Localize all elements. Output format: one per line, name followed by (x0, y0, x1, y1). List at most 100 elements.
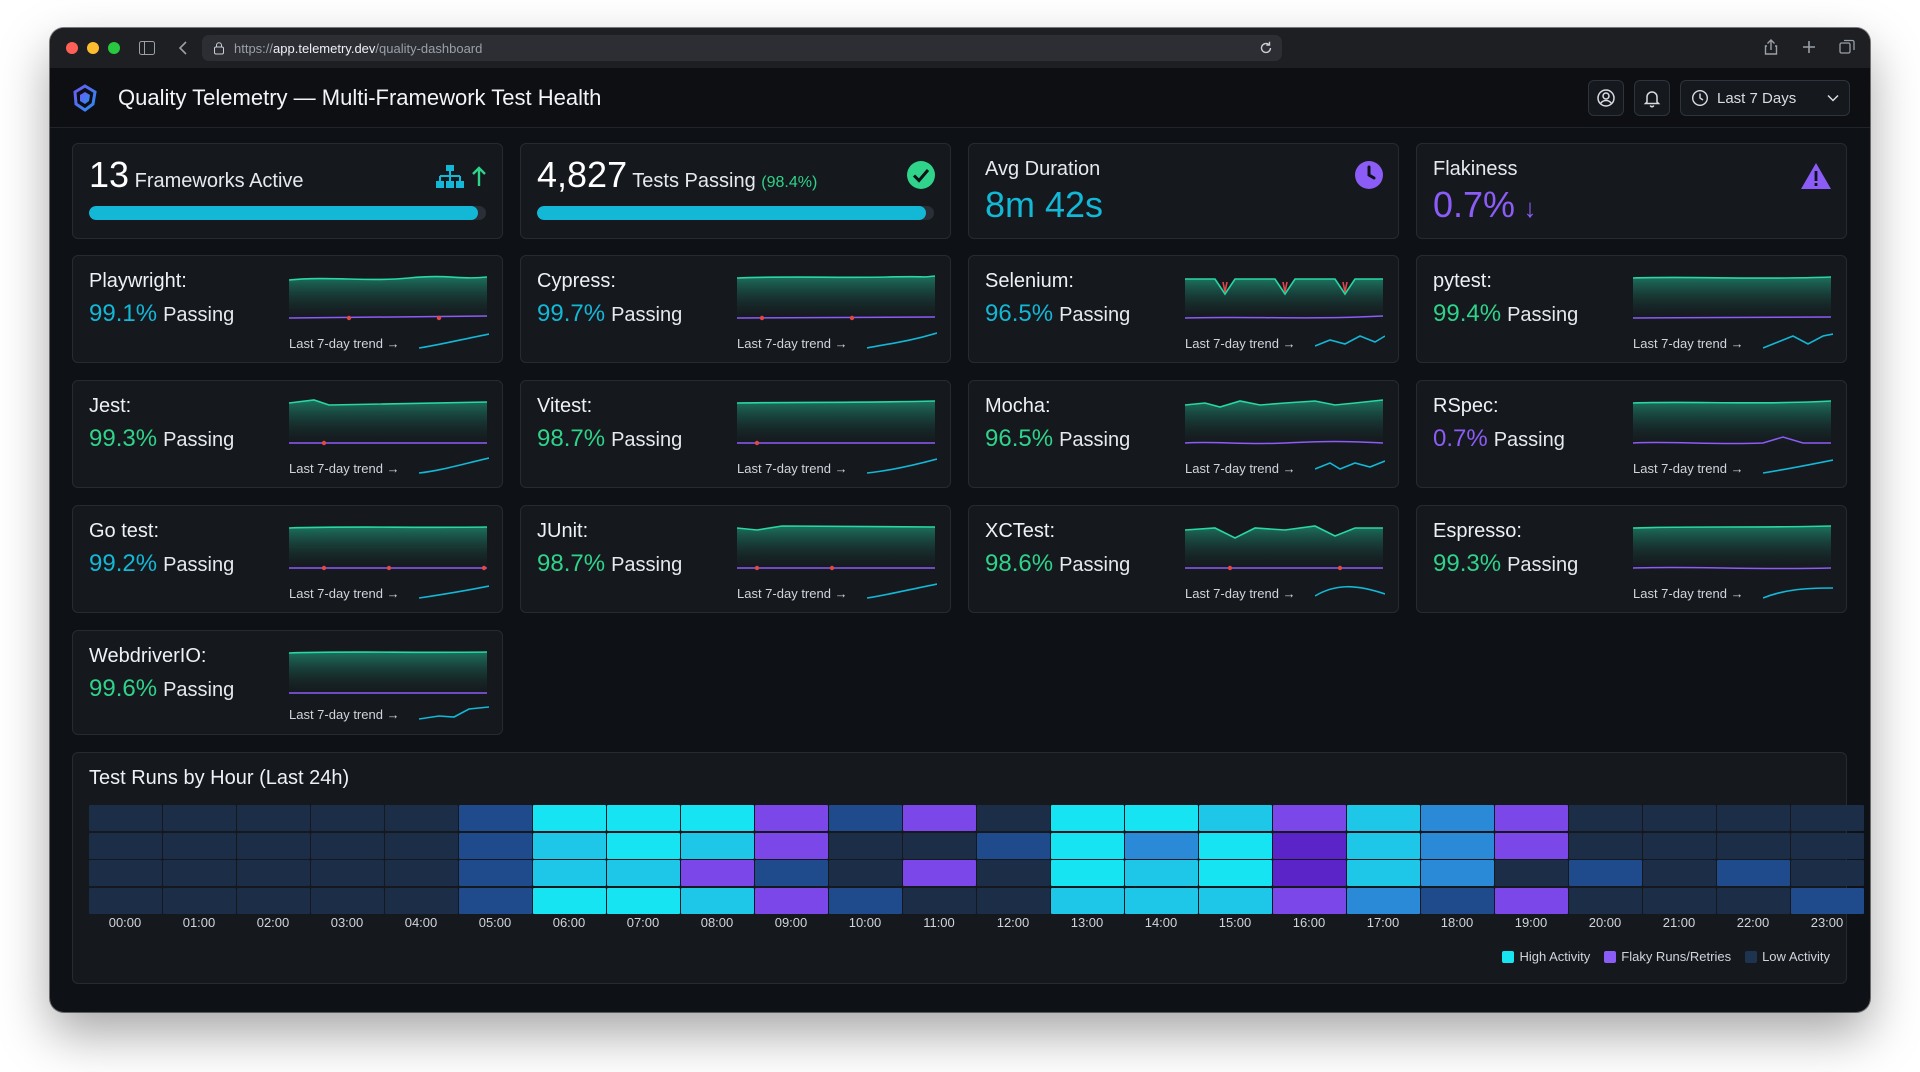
trend-link[interactable]: Last 7-day trend → (1633, 336, 1744, 351)
trend-link[interactable]: Last 7-day trend → (289, 336, 400, 351)
heatmap-cell[interactable] (1199, 805, 1272, 831)
new-tab-icon[interactable] (1800, 38, 1818, 56)
share-icon[interactable] (1762, 38, 1780, 56)
heatmap-cell[interactable] (163, 860, 236, 886)
trend-link[interactable]: Last 7-day trend → (1185, 336, 1296, 351)
heatmap-cell[interactable] (237, 860, 310, 886)
close-window-button[interactable] (66, 42, 78, 54)
heatmap-cell[interactable] (1569, 887, 1642, 914)
heatmap-cell[interactable] (1421, 832, 1494, 859)
heatmap-cell[interactable] (1643, 805, 1716, 831)
heatmap-cell[interactable] (311, 832, 384, 859)
heatmap-cell[interactable] (1347, 860, 1420, 886)
framework-card[interactable]: Espresso: 99.3% Passing Last 7-day trend → (1416, 505, 1847, 613)
address-bar[interactable]: https://app.telemetry.dev/quality-dashbo… (202, 35, 1282, 61)
back-icon[interactable] (174, 39, 192, 57)
heatmap-cell[interactable] (533, 887, 606, 914)
trend-link[interactable]: Last 7-day trend → (289, 586, 400, 601)
heatmap-cell[interactable] (1791, 887, 1864, 914)
heatmap-cell[interactable] (1717, 832, 1790, 859)
heatmap-cell[interactable] (681, 805, 754, 831)
heatmap-cell[interactable] (89, 832, 162, 859)
heatmap-cell[interactable] (1717, 887, 1790, 914)
heatmap-cell[interactable] (1347, 887, 1420, 914)
heatmap-cell[interactable] (1125, 805, 1198, 831)
heatmap-cell[interactable] (1643, 832, 1716, 859)
heatmap-cell[interactable] (1495, 887, 1568, 914)
heatmap-cell[interactable] (1125, 887, 1198, 914)
heatmap-cell[interactable] (163, 887, 236, 914)
notifications-button[interactable] (1634, 80, 1670, 116)
heatmap-cell[interactable] (1051, 887, 1124, 914)
heatmap-cell[interactable] (977, 887, 1050, 914)
heatmap-cell[interactable] (237, 805, 310, 831)
heatmap-cell[interactable] (903, 805, 976, 831)
trend-link[interactable]: Last 7-day trend → (737, 461, 848, 476)
heatmap-cell[interactable] (1273, 860, 1346, 886)
heatmap-cell[interactable] (1125, 860, 1198, 886)
heatmap-cell[interactable] (755, 887, 828, 914)
heatmap-cell[interactable] (681, 887, 754, 914)
framework-card[interactable]: JUnit: 98.7% Passing Last 7-day trend → (520, 505, 951, 613)
heatmap-cell[interactable] (1421, 887, 1494, 914)
heatmap-cell[interactable] (237, 832, 310, 859)
sidebar-toggle-icon[interactable] (138, 39, 156, 57)
heatmap-cell[interactable] (1199, 887, 1272, 914)
heatmap-cell[interactable] (1273, 832, 1346, 859)
heatmap-cell[interactable] (459, 805, 532, 831)
heatmap-cell[interactable] (1199, 860, 1272, 886)
trend-link[interactable]: Last 7-day trend → (289, 461, 400, 476)
heatmap-cell[interactable] (1495, 860, 1568, 886)
heatmap-cell[interactable] (311, 805, 384, 831)
heatmap-cell[interactable] (89, 805, 162, 831)
framework-card[interactable]: Mocha: 96.5% Passing Last 7-day trend → (968, 380, 1399, 488)
heatmap-cell[interactable] (311, 860, 384, 886)
heatmap-cell[interactable] (385, 832, 458, 859)
heatmap-cell[interactable] (829, 887, 902, 914)
heatmap-cell[interactable] (1051, 805, 1124, 831)
heatmap-cell[interactable] (311, 887, 384, 914)
heatmap-cell[interactable] (533, 805, 606, 831)
heatmap-cell[interactable] (607, 860, 680, 886)
trend-link[interactable]: Last 7-day trend → (737, 586, 848, 601)
heatmap-cell[interactable] (903, 887, 976, 914)
heatmap-cell[interactable] (1051, 832, 1124, 859)
heatmap-cell[interactable] (533, 860, 606, 886)
framework-card[interactable]: Cypress: 99.7% Passing Last 7-day trend → (520, 255, 951, 363)
trend-link[interactable]: Last 7-day trend → (1633, 586, 1744, 601)
heatmap-cell[interactable] (977, 860, 1050, 886)
heatmap-cell[interactable] (459, 832, 532, 859)
heatmap-cell[interactable] (1569, 832, 1642, 859)
heatmap-cell[interactable] (829, 832, 902, 859)
trend-link[interactable]: Last 7-day trend → (289, 707, 400, 722)
heatmap-cell[interactable] (755, 832, 828, 859)
heatmap-cell[interactable] (459, 887, 532, 914)
framework-card[interactable]: Playwright: 99.1% Passing Last 7-day trend … (72, 255, 503, 363)
heatmap-cell[interactable] (163, 805, 236, 831)
framework-card[interactable]: XCTest: 98.6% Passing Last 7-day trend → (968, 505, 1399, 613)
heatmap-cell[interactable] (1643, 860, 1716, 886)
heatmap-cell[interactable] (1643, 887, 1716, 914)
trend-link[interactable]: Last 7-day trend → (1185, 461, 1296, 476)
heatmap-cell[interactable] (1791, 805, 1864, 831)
heatmap-cell[interactable] (829, 860, 902, 886)
framework-card[interactable]: RSpec: 0.7% Passing Last 7-day trend → (1416, 380, 1847, 488)
heatmap-cell[interactable] (385, 887, 458, 914)
heatmap-cell[interactable] (977, 805, 1050, 831)
heatmap-cell[interactable] (385, 805, 458, 831)
heatmap-cell[interactable] (1569, 860, 1642, 886)
heatmap-cell[interactable] (755, 805, 828, 831)
framework-card[interactable]: Vitest: 98.7% Passing Last 7-day trend → (520, 380, 951, 488)
trend-link[interactable]: Last 7-day trend → (737, 336, 848, 351)
minimize-window-button[interactable] (87, 42, 99, 54)
heatmap-cell[interactable] (237, 887, 310, 914)
heatmap-cell[interactable] (533, 832, 606, 859)
trend-link[interactable]: Last 7-day trend → (1633, 461, 1744, 476)
heatmap-cell[interactable] (459, 860, 532, 886)
heatmap-cell[interactable] (1273, 805, 1346, 831)
heatmap-cell[interactable] (1717, 805, 1790, 831)
heatmap-cell[interactable] (1421, 805, 1494, 831)
heatmap-cell[interactable] (755, 860, 828, 886)
heatmap-cell[interactable] (1273, 887, 1346, 914)
heatmap-cell[interactable] (607, 887, 680, 914)
